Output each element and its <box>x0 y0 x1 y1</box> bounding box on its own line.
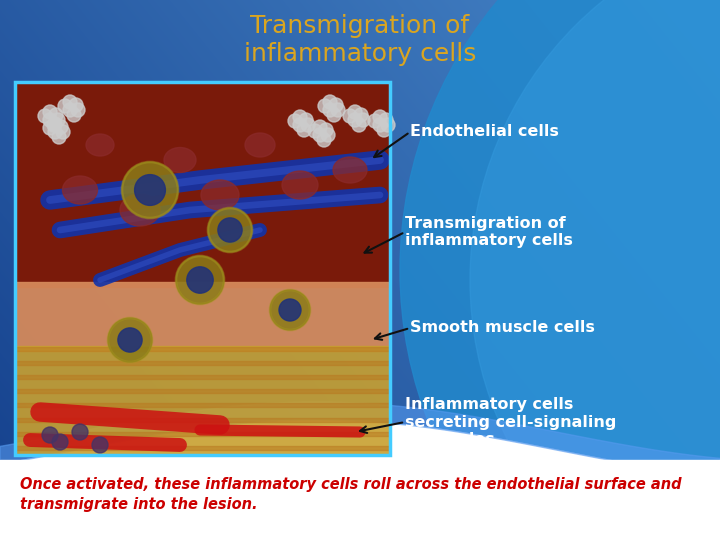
Circle shape <box>118 328 142 352</box>
Circle shape <box>186 267 213 293</box>
Circle shape <box>71 103 85 117</box>
Circle shape <box>43 113 57 127</box>
Text: Once activated, these inflammatory cells roll across the endothelial surface and: Once activated, these inflammatory cells… <box>20 477 682 492</box>
Text: Endothelial cells: Endothelial cells <box>410 125 559 139</box>
Circle shape <box>176 256 224 304</box>
Ellipse shape <box>333 157 367 183</box>
Ellipse shape <box>86 134 114 156</box>
Circle shape <box>48 117 62 131</box>
Circle shape <box>293 118 307 132</box>
Circle shape <box>313 128 327 142</box>
Circle shape <box>368 114 382 128</box>
Circle shape <box>47 118 61 132</box>
Text: Transmigration of
inflammatory cells: Transmigration of inflammatory cells <box>244 14 476 66</box>
Circle shape <box>297 123 311 137</box>
Circle shape <box>348 105 362 119</box>
Circle shape <box>279 299 301 321</box>
Circle shape <box>43 121 57 135</box>
Circle shape <box>63 95 77 109</box>
Circle shape <box>42 427 58 443</box>
Circle shape <box>52 434 68 450</box>
Bar <box>15 82 390 455</box>
Circle shape <box>293 110 307 124</box>
Circle shape <box>373 118 387 132</box>
Ellipse shape <box>120 194 160 226</box>
Circle shape <box>377 123 391 137</box>
Circle shape <box>343 109 357 123</box>
Circle shape <box>56 125 70 139</box>
Circle shape <box>108 318 152 362</box>
Circle shape <box>323 103 337 117</box>
Circle shape <box>356 113 370 127</box>
Circle shape <box>321 128 335 142</box>
Circle shape <box>318 99 332 113</box>
Circle shape <box>58 99 72 113</box>
Circle shape <box>122 162 178 218</box>
Circle shape <box>63 103 77 117</box>
Circle shape <box>301 118 315 132</box>
Circle shape <box>327 108 341 122</box>
Circle shape <box>49 108 63 122</box>
Ellipse shape <box>63 176 97 204</box>
Circle shape <box>379 113 393 127</box>
Circle shape <box>313 120 327 134</box>
Ellipse shape <box>164 147 196 172</box>
Circle shape <box>308 124 322 138</box>
Circle shape <box>218 218 242 242</box>
Circle shape <box>299 113 313 127</box>
Circle shape <box>48 125 62 139</box>
Circle shape <box>348 113 362 127</box>
Text: Smooth muscle cells: Smooth muscle cells <box>410 321 595 335</box>
Circle shape <box>354 108 368 122</box>
Circle shape <box>69 98 83 112</box>
Circle shape <box>381 118 395 132</box>
Circle shape <box>54 120 68 134</box>
Circle shape <box>288 114 302 128</box>
Text: Transmigration of
inflammatory cells: Transmigration of inflammatory cells <box>405 216 573 248</box>
Ellipse shape <box>245 133 275 157</box>
Circle shape <box>400 0 720 540</box>
Circle shape <box>67 108 81 122</box>
Text: Inflammatory cells
secreting cell-signaling
molecules: Inflammatory cells secreting cell-signal… <box>405 397 616 447</box>
Circle shape <box>52 130 66 144</box>
Circle shape <box>270 290 310 330</box>
Circle shape <box>43 105 57 119</box>
Circle shape <box>373 110 387 124</box>
Circle shape <box>317 133 331 147</box>
Circle shape <box>331 103 345 117</box>
Circle shape <box>72 424 88 440</box>
Circle shape <box>51 113 65 127</box>
Circle shape <box>208 208 252 252</box>
Circle shape <box>470 0 720 540</box>
Circle shape <box>323 95 337 109</box>
Text: transmigrate into the lesion.: transmigrate into the lesion. <box>20 497 258 512</box>
Circle shape <box>329 98 343 112</box>
Circle shape <box>135 174 166 205</box>
Circle shape <box>92 437 108 453</box>
Ellipse shape <box>201 180 239 210</box>
Circle shape <box>38 109 52 123</box>
Ellipse shape <box>282 171 318 199</box>
Circle shape <box>352 118 366 132</box>
Circle shape <box>319 123 333 137</box>
